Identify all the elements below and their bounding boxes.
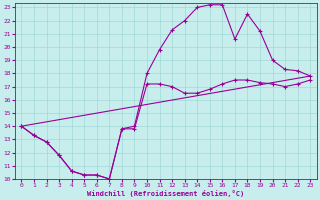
X-axis label: Windchill (Refroidissement éolien,°C): Windchill (Refroidissement éolien,°C) (87, 190, 244, 197)
